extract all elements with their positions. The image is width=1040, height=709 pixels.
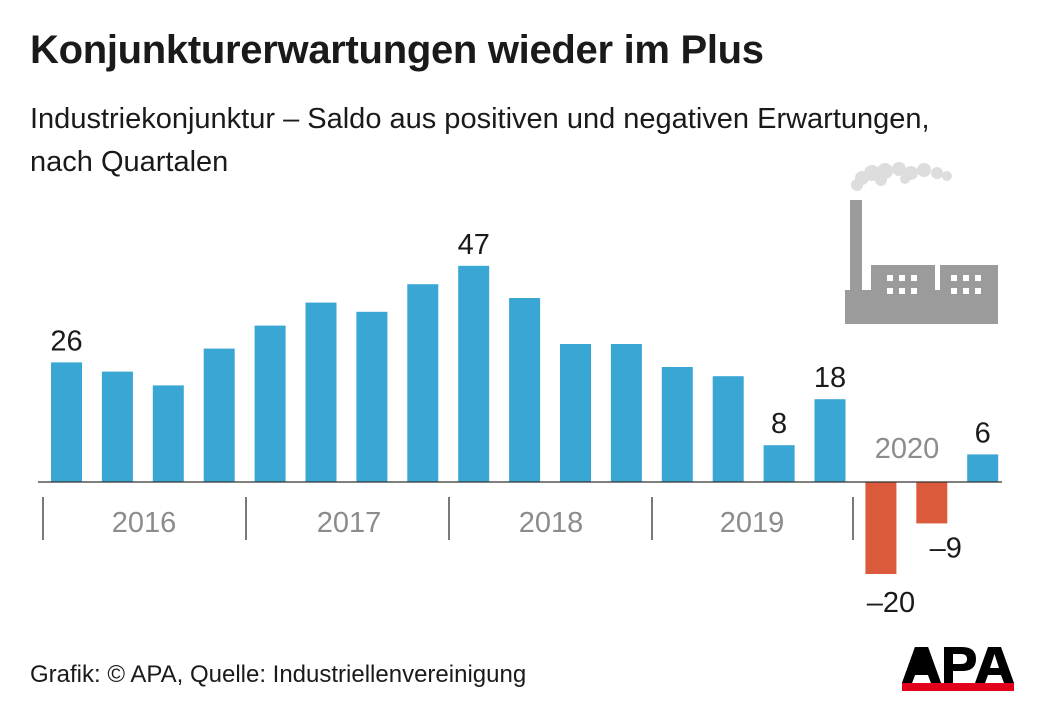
bar-2018-q2 [509,298,541,482]
bar-2017-q2 [305,302,337,482]
chart-subtitle: Industriekonjunktur – Saldo aus positive… [30,103,930,178]
bar-2019-q4 [814,399,846,482]
bar-2018-q3 [560,344,591,482]
bar-2020-q3 [967,454,999,482]
bar-2019-q3 [763,445,795,482]
data-label-2019-q4: 18 [814,362,846,394]
bar-2017-q4 [407,284,439,482]
bar-2017-q1 [254,325,286,482]
data-label-2020-q3: 6 [975,417,991,449]
apa-logo [902,647,1014,691]
bar-2016-q1 [51,362,82,482]
bar-2019-q1 [661,367,693,482]
year-label-2019: 2019 [720,507,785,539]
bars-group [51,265,999,574]
source-credit: Grafik: © APA, Quelle: Industriellenvere… [30,661,527,688]
data-label-2020-q2: –9 [930,532,962,564]
year-label-2020: 2020 [875,433,940,465]
factory-icon [845,162,998,324]
bar-2019-q2 [712,376,744,482]
bar-2020-q1 [865,482,897,574]
bar-2017-q3 [356,311,388,482]
year-label-2016: 2016 [112,507,177,539]
bar-2018-q4 [610,344,642,482]
chart-title: Konjunkturerwartungen wieder im Plus [30,28,764,72]
bar-2020-q2 [916,482,948,524]
year-label-2017: 2017 [317,507,382,539]
bar-2016-q4 [203,348,235,482]
data-label-2016-q1: 26 [50,325,82,357]
data-labels-group: 26 47 8 18 –20 –9 6 [50,229,990,619]
bar-2016-q3 [152,385,184,482]
bar-2016-q2 [101,371,133,482]
bar-2018-q1 [458,265,490,482]
year-label-2018: 2018 [519,507,584,539]
year-labels-group: 2016 2017 2018 2019 2020 [112,433,940,539]
data-label-2018-q1: 47 [458,229,490,261]
data-label-2019-q3: 8 [771,408,787,440]
data-label-2020-q1: –20 [867,587,915,619]
year-separators [42,497,854,540]
